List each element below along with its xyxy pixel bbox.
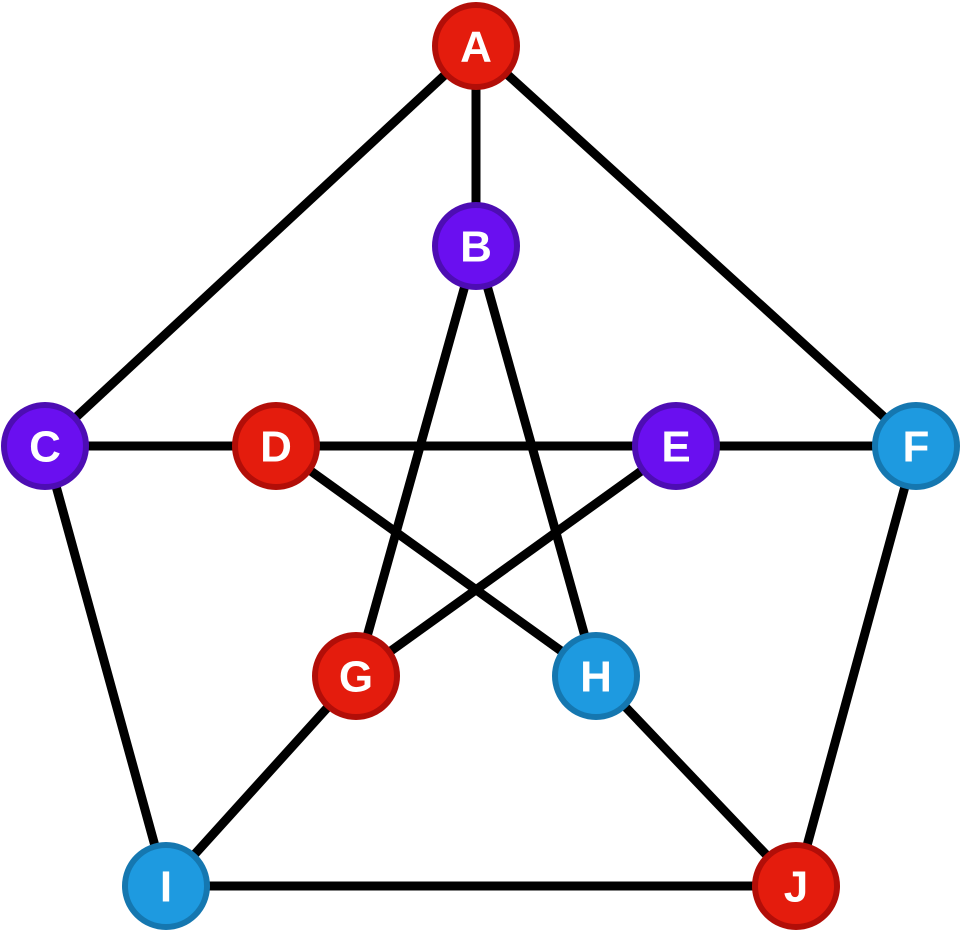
node-label-e: E [661, 423, 690, 472]
node-label-b: B [460, 223, 492, 272]
edge-c-i [40, 444, 171, 888]
node-d: D [232, 402, 320, 490]
edge-d-h [273, 442, 599, 680]
edge-b-g [351, 244, 481, 678]
node-label-h: H [580, 653, 612, 702]
node-h: H [552, 632, 640, 720]
node-a: A [432, 2, 520, 90]
node-circle-b [432, 202, 520, 290]
node-label-c: C [29, 423, 61, 472]
node-circle-f [872, 402, 960, 490]
node-b: B [432, 202, 520, 290]
node-circle-i [122, 842, 210, 930]
node-c: C [1, 402, 89, 490]
node-circle-h [552, 632, 640, 720]
node-label-d: D [260, 423, 292, 472]
node-label-g: G [339, 653, 373, 702]
edge-h-j [592, 672, 800, 890]
node-g: G [312, 632, 400, 720]
edge-g-i [162, 672, 360, 890]
node-f: F [872, 402, 960, 490]
node-i: I [122, 842, 210, 930]
node-circle-d [232, 402, 320, 490]
edge-b-h [471, 244, 601, 678]
node-circle-j [752, 842, 840, 930]
node-circle-a [432, 2, 520, 90]
node-label-f: F [903, 423, 930, 472]
node-label-i: I [160, 863, 172, 912]
node-label-j: J [784, 863, 808, 912]
edge-a-f [472, 42, 920, 450]
node-label-a: A [460, 23, 492, 72]
node-circle-g [312, 632, 400, 720]
edge-f-j [791, 444, 921, 888]
edge-a-c [41, 42, 480, 450]
node-j: J [752, 842, 840, 930]
node-circle-c [1, 402, 89, 490]
node-e: E [632, 402, 720, 490]
edge-e-g [353, 442, 679, 680]
edges-layer [40, 42, 921, 891]
node-circle-e [632, 402, 720, 490]
